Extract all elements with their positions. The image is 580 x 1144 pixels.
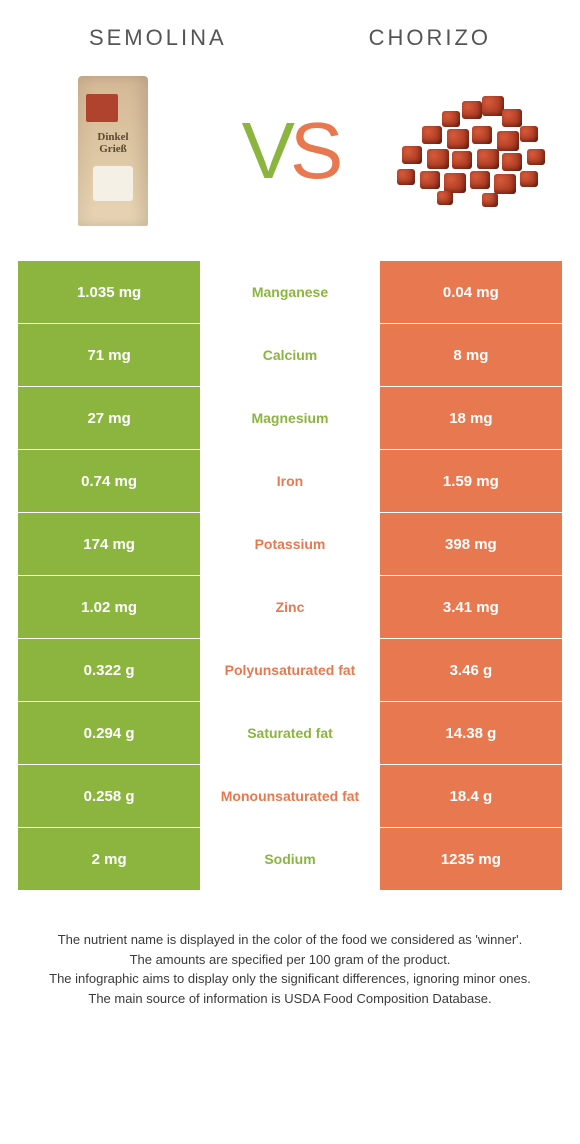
nutrient-name-cell: Zinc bbox=[200, 576, 380, 638]
chorizo-cube-icon bbox=[420, 171, 440, 189]
table-row: 1.02 mgZinc3.41 mg bbox=[18, 576, 562, 638]
left-food-title: SEMOLINA bbox=[89, 25, 227, 51]
chorizo-cube-icon bbox=[497, 131, 519, 151]
table-row: 1.035 mgManganese0.04 mg bbox=[18, 261, 562, 323]
footer-line: The main source of information is USDA F… bbox=[28, 989, 552, 1009]
chorizo-cube-icon bbox=[437, 191, 453, 205]
chorizo-cube-icon bbox=[462, 101, 482, 119]
chorizo-cube-icon bbox=[502, 153, 522, 171]
chorizo-cube-icon bbox=[402, 146, 422, 164]
images-row: DinkelGrieß VS bbox=[18, 71, 562, 231]
nutrient-name-cell: Polyunsaturated fat bbox=[200, 639, 380, 701]
right-food-title: CHORIZO bbox=[369, 25, 491, 51]
semolina-image: DinkelGrieß bbox=[38, 71, 188, 231]
chorizo-cube-icon bbox=[470, 171, 490, 189]
nutrient-name-cell: Manganese bbox=[200, 261, 380, 323]
right-value-cell: 18.4 g bbox=[380, 765, 562, 827]
chorizo-cube-icon bbox=[427, 149, 449, 169]
left-value-cell: 71 mg bbox=[18, 324, 200, 386]
chorizo-cube-icon bbox=[397, 169, 415, 185]
right-value-cell: 3.41 mg bbox=[380, 576, 562, 638]
right-value-cell: 14.38 g bbox=[380, 702, 562, 764]
chorizo-cube-icon bbox=[444, 173, 466, 193]
chorizo-cube-icon bbox=[472, 126, 492, 144]
right-value-cell: 398 mg bbox=[380, 513, 562, 575]
left-value-cell: 0.258 g bbox=[18, 765, 200, 827]
right-value-cell: 3.46 g bbox=[380, 639, 562, 701]
vs-v-letter: V bbox=[242, 106, 290, 195]
left-value-cell: 0.74 mg bbox=[18, 450, 200, 512]
nutrient-name-cell: Calcium bbox=[200, 324, 380, 386]
chorizo-pile-icon bbox=[392, 91, 542, 211]
table-row: 71 mgCalcium8 mg bbox=[18, 324, 562, 386]
right-value-cell: 1235 mg bbox=[380, 828, 562, 890]
chorizo-cube-icon bbox=[520, 126, 538, 142]
right-value-cell: 8 mg bbox=[380, 324, 562, 386]
left-value-cell: 174 mg bbox=[18, 513, 200, 575]
left-value-cell: 2 mg bbox=[18, 828, 200, 890]
right-value-cell: 0.04 mg bbox=[380, 261, 562, 323]
right-value-cell: 18 mg bbox=[380, 387, 562, 449]
chorizo-cube-icon bbox=[442, 111, 460, 127]
footer-line: The infographic aims to display only the… bbox=[28, 969, 552, 989]
nutrient-name-cell: Magnesium bbox=[200, 387, 380, 449]
chorizo-cube-icon bbox=[482, 96, 504, 116]
table-row: 0.258 gMonounsaturated fat18.4 g bbox=[18, 765, 562, 827]
right-value-cell: 1.59 mg bbox=[380, 450, 562, 512]
table-row: 27 mgMagnesium18 mg bbox=[18, 387, 562, 449]
left-value-cell: 1.035 mg bbox=[18, 261, 200, 323]
footer-line: The amounts are specified per 100 gram o… bbox=[28, 950, 552, 970]
vs-label: VS bbox=[242, 105, 339, 197]
chorizo-cube-icon bbox=[527, 149, 545, 165]
chorizo-cube-icon bbox=[477, 149, 499, 169]
vs-s-letter: S bbox=[290, 106, 338, 195]
nutrient-table: 1.035 mgManganese0.04 mg71 mgCalcium8 mg… bbox=[18, 261, 562, 890]
left-value-cell: 1.02 mg bbox=[18, 576, 200, 638]
header-row: SEMOLINA CHORIZO bbox=[18, 25, 562, 51]
table-row: 0.74 mgIron1.59 mg bbox=[18, 450, 562, 512]
table-row: 2 mgSodium1235 mg bbox=[18, 828, 562, 890]
chorizo-cube-icon bbox=[520, 171, 538, 187]
nutrient-name-cell: Monounsaturated fat bbox=[200, 765, 380, 827]
nutrient-name-cell: Iron bbox=[200, 450, 380, 512]
chorizo-cube-icon bbox=[452, 151, 472, 169]
table-row: 0.322 gPolyunsaturated fat3.46 g bbox=[18, 639, 562, 701]
chorizo-image bbox=[392, 71, 542, 231]
nutrient-name-cell: Potassium bbox=[200, 513, 380, 575]
table-row: 0.294 gSaturated fat14.38 g bbox=[18, 702, 562, 764]
chorizo-cube-icon bbox=[494, 174, 516, 194]
semolina-package-icon: DinkelGrieß bbox=[78, 76, 148, 226]
table-row: 174 mgPotassium398 mg bbox=[18, 513, 562, 575]
nutrient-name-cell: Sodium bbox=[200, 828, 380, 890]
chorizo-cube-icon bbox=[482, 193, 498, 207]
footer-notes: The nutrient name is displayed in the co… bbox=[18, 930, 562, 1008]
left-value-cell: 0.322 g bbox=[18, 639, 200, 701]
left-value-cell: 0.294 g bbox=[18, 702, 200, 764]
chorizo-cube-icon bbox=[502, 109, 522, 127]
chorizo-cube-icon bbox=[422, 126, 442, 144]
nutrient-name-cell: Saturated fat bbox=[200, 702, 380, 764]
left-value-cell: 27 mg bbox=[18, 387, 200, 449]
footer-line: The nutrient name is displayed in the co… bbox=[28, 930, 552, 950]
chorizo-cube-icon bbox=[447, 129, 469, 149]
